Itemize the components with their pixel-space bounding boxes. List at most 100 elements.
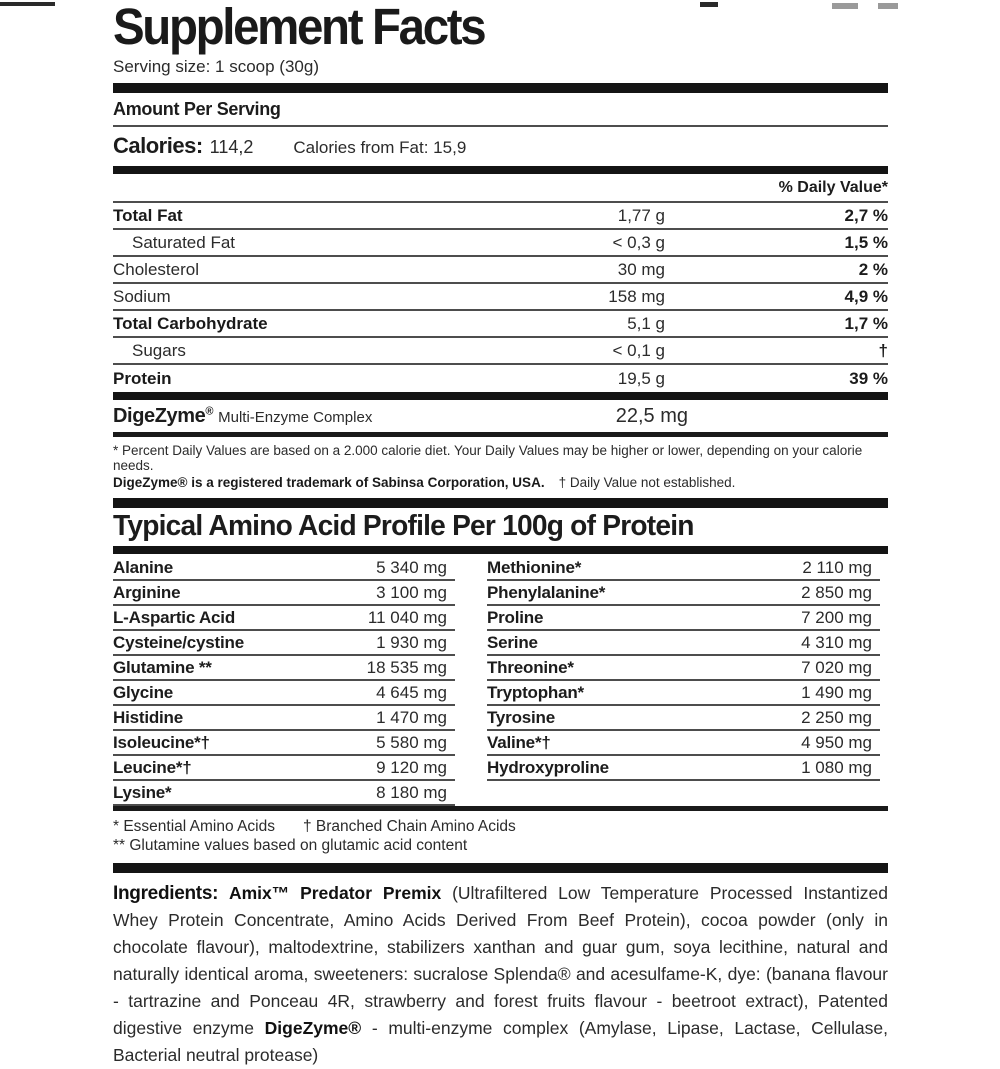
- ingredients-digezyme: DigeZyme®: [264, 1018, 362, 1039]
- footnote-block: * Percent Daily Values are based on a 2.…: [113, 437, 888, 498]
- amino-value: 4 950 mg: [801, 732, 872, 752]
- amino-name: Leucine*†: [113, 757, 192, 777]
- table-row: Threonine* 7 020 mg: [487, 656, 880, 682]
- calories-from-fat: Calories from Fat: 15,9: [293, 138, 467, 157]
- nutrient-daily-value: 39 %: [849, 368, 888, 388]
- serving-size-text: Serving size: 1 scoop (30g): [113, 57, 319, 76]
- nutrient-name: Protein: [113, 368, 172, 388]
- ingredients-paragraph: Ingredients: Amix™ Predator Premix (Ultr…: [113, 873, 888, 1069]
- amino-name: Phenylalanine*: [487, 582, 606, 602]
- amino-value: 7 200 mg: [801, 607, 872, 627]
- amino-value: 2 250 mg: [801, 707, 872, 727]
- table-row: Isoleucine*† 5 580 mg: [113, 731, 455, 757]
- amino-value: 3 100 mg: [376, 582, 447, 602]
- nutrient-amount: 1,77 g: [617, 205, 665, 225]
- nutrient-daily-value: †: [878, 340, 888, 360]
- calories-row: Calories: 114,2 Calories from Fat: 15,9: [113, 127, 888, 166]
- amino-name: Histidine: [113, 707, 183, 727]
- crop-artifact: [0, 2, 55, 6]
- table-row: Cysteine/cystine 1 930 mg: [113, 631, 455, 657]
- daily-value-header: % Daily Value*: [778, 179, 888, 196]
- nutrient-amount: 30 mg: [617, 259, 665, 279]
- divider-bar: [113, 498, 888, 508]
- table-row: Saturated Fat < 0,3 g 1,5 %: [113, 230, 888, 257]
- divider-rule: [113, 201, 888, 203]
- table-row: Tryptophan* 1 490 mg: [487, 681, 880, 707]
- nutrient-amount: 5,1 g: [627, 313, 665, 333]
- table-row: Cholesterol 30 mg 2 %: [113, 257, 888, 284]
- table-row: Histidine 1 470 mg: [113, 706, 455, 732]
- nutrient-daily-value: 2,7 %: [844, 205, 888, 225]
- table-row: Methionine* 2 110 mg: [487, 556, 880, 582]
- amino-profile-heading: Typical Amino Acid Profile Per 100g of P…: [113, 510, 694, 542]
- table-row: Arginine 3 100 mg: [113, 581, 455, 607]
- table-row: Total Fat 1,77 g 2,7 %: [113, 203, 888, 230]
- amino-name: Alanine: [113, 557, 174, 577]
- amino-name: Glycine: [113, 682, 174, 702]
- amino-value: 4 645 mg: [376, 682, 447, 702]
- amino-name: L-Aspartic Acid: [113, 607, 236, 627]
- divider-bar: [113, 392, 888, 400]
- amino-value: 11 040 mg: [367, 607, 447, 627]
- divider-bar: [113, 83, 888, 93]
- amino-name: Hydroxyproline: [487, 757, 609, 777]
- table-row: Tyrosine 2 250 mg: [487, 706, 880, 732]
- digezyme-descriptor: Multi-Enzyme Complex: [218, 408, 373, 426]
- footnote-trademark-line: DigeZyme® is a registered trademark of S…: [113, 475, 888, 490]
- amino-value: 2 850 mg: [801, 582, 872, 602]
- table-row: Sodium 158 mg 4,9 %: [113, 284, 888, 311]
- supplement-label-sheet: Supplement Facts Serving size: 1 scoop (…: [0, 1, 898, 1066]
- nutrient-name: Total Fat: [113, 205, 183, 225]
- nutrient-daily-value: 1,5 %: [844, 232, 888, 252]
- divider-bar: [113, 166, 888, 174]
- table-row: Proline 7 200 mg: [487, 606, 880, 632]
- amino-name: Tryptophan*: [487, 682, 584, 702]
- digezyme-name: DigeZyme® Multi-Enzyme Complex: [113, 405, 448, 428]
- table-row: Sugars < 0,1 g †: [113, 338, 888, 365]
- amino-value: 8 180 mg: [376, 782, 447, 802]
- amino-column-right: Methionine* 2 110 mg Phenylalanine* 2 85…: [487, 556, 880, 806]
- divider-bar: [113, 806, 888, 812]
- nutrient-amount: < 0,1 g: [612, 340, 665, 360]
- footnote-bcaa: † Branched Chain Amino Acids: [302, 818, 516, 836]
- amino-name: Tyrosine: [487, 707, 555, 727]
- crop-artifact: [878, 3, 898, 9]
- amino-value: 1 470 mg: [376, 707, 447, 727]
- table-row: Lysine* 8 180 mg: [113, 781, 455, 807]
- amino-value: 5 580 mg: [376, 732, 447, 752]
- ingredients-label: Ingredients:: [113, 883, 219, 905]
- amino-name: Lysine*: [113, 782, 172, 802]
- nutrient-daily-value: 4,9 %: [844, 286, 888, 306]
- amino-footnote-line1: * Essential Amino Acids † Branched Chain …: [113, 817, 888, 836]
- amount-per-serving-header: Amount Per Serving: [113, 99, 281, 119]
- nutrient-amount: < 0,3 g: [612, 232, 665, 252]
- nutrient-daily-value: 1,7 %: [844, 313, 888, 333]
- amino-value: 4 310 mg: [801, 632, 872, 652]
- amino-value: 1 930 mg: [376, 632, 447, 652]
- amino-name: Proline: [487, 607, 544, 627]
- amino-acid-table: Alanine 5 340 mg Arginine 3 100 mg L-Asp…: [113, 554, 888, 807]
- nutrient-amount: 19,5 g: [617, 368, 665, 388]
- nutrient-rows: Total Fat 1,77 g 2,7 % Saturated Fat < 0…: [113, 203, 888, 392]
- amino-name: Serine: [487, 632, 538, 652]
- amino-name: Isoleucine*†: [113, 732, 210, 752]
- nutrient-name: Cholesterol: [113, 259, 199, 279]
- amino-value: 9 120 mg: [376, 757, 447, 777]
- label-content: Supplement Facts Serving size: 1 scoop (…: [113, 0, 888, 1069]
- table-row: Protein 19,5 g 39 %: [113, 365, 888, 392]
- registered-mark: ®: [205, 404, 214, 417]
- amino-name: Valine*†: [487, 732, 551, 752]
- footnote-dagger: † Daily Value not established.: [558, 475, 736, 490]
- amino-name: Threonine*: [487, 657, 574, 677]
- amino-value: 7 020 mg: [801, 657, 872, 677]
- amino-value: 18 535 mg: [366, 657, 447, 677]
- nutrient-name: Saturated Fat: [132, 232, 236, 252]
- digezyme-brand: DigeZyme: [113, 404, 206, 427]
- ingredients-premix: Amix™ Predator Premix: [228, 883, 442, 904]
- amino-name: Arginine: [113, 582, 181, 602]
- crop-artifact: [700, 2, 718, 7]
- nutrient-name: Total Carbohydrate: [113, 313, 268, 333]
- calories-value: 114,2: [209, 137, 254, 157]
- digezyme-amount: 22,5 mg: [615, 404, 688, 427]
- table-row: Glutamine ** 18 535 mg: [113, 656, 455, 682]
